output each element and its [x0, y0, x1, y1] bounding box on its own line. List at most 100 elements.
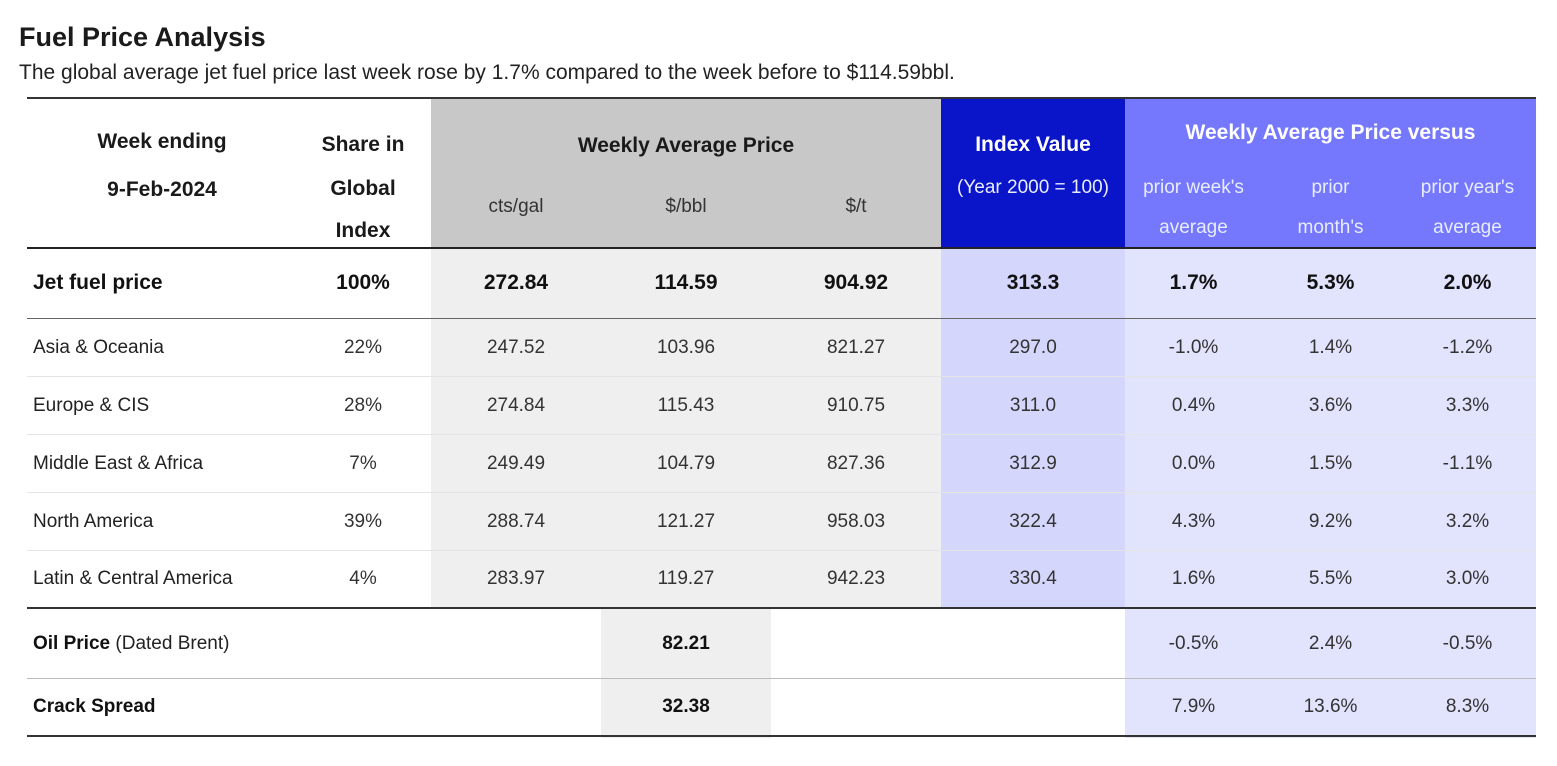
regions-end-rule: [27, 607, 1536, 609]
usd-t-cell: 910.75: [826, 394, 886, 416]
row-divider: [27, 550, 1536, 551]
vs-year-cell: 8.3%: [1445, 696, 1490, 718]
row-label: Middle East & Africa: [33, 452, 204, 474]
top-rule: [27, 97, 1536, 99]
unit-usd-t: $/t: [845, 196, 867, 218]
index-base-note: (Year 2000 = 100): [957, 177, 1109, 199]
vs-month-cell: 3.6%: [1308, 394, 1353, 416]
row-label: Oil Price (Dated Brent): [27, 609, 333, 678]
vs-month-cell: 5.5%: [1308, 568, 1353, 590]
vs-week-cell: 0.0%: [1171, 452, 1216, 474]
vs-month-cell: 1.4%: [1308, 336, 1353, 358]
usd-t-cell: 904.92: [823, 271, 889, 295]
vs-month-cell: 1.5%: [1308, 452, 1353, 474]
usd-t-cell: 821.27: [826, 336, 886, 358]
vs-month-cell: 13.6%: [1303, 696, 1358, 718]
index-cell: 322.4: [1009, 510, 1057, 532]
vs-week-header-line1: prior week's: [1143, 177, 1244, 199]
vs-year-cell: -1.2%: [1442, 336, 1493, 358]
index-body-bg: [941, 248, 1125, 607]
usd-bbl-cell: 103.96: [656, 336, 716, 358]
vs-year-cell: 2.0%: [1443, 271, 1492, 295]
vs-week-cell: -1.0%: [1168, 336, 1219, 358]
row-divider: [27, 492, 1536, 493]
unit-usd-bbl: $/bbl: [665, 196, 707, 218]
vs-year-header-line1: prior year's: [1420, 177, 1515, 199]
row-divider: [27, 434, 1536, 435]
vs-year-cell: 3.3%: [1445, 394, 1490, 416]
cts-gal-cell: 249.49: [486, 452, 546, 474]
vs-week-cell: 1.7%: [1169, 271, 1218, 295]
vs-month-cell: 9.2%: [1308, 510, 1353, 532]
weekly-avg-price-header: Weekly Average Price: [577, 133, 795, 157]
index-cell: 297.0: [1009, 336, 1057, 358]
oil-price-label: Oil Price: [33, 632, 111, 654]
jet-fuel-rule: [27, 318, 1536, 319]
bbl-column-bg-lower: [601, 607, 771, 738]
page-title: Fuel Price Analysis: [19, 22, 266, 52]
vs-week-header-line2: average: [1159, 217, 1228, 239]
vs-week-cell: 7.9%: [1171, 696, 1216, 718]
vs-year-cell: -1.1%: [1442, 452, 1493, 474]
share-cell: 22%: [343, 336, 383, 358]
vs-month-header-line2: month's: [1297, 217, 1364, 239]
usd-bbl-cell: 32.38: [662, 696, 710, 718]
versus-header: Weekly Average Price versus: [1185, 120, 1476, 144]
share-cell: 7%: [349, 452, 377, 474]
row-label: Asia & Oceania: [33, 336, 164, 358]
week-ending-date: 9-Feb-2024: [107, 177, 217, 201]
row-label: Crack Spread: [33, 696, 156, 718]
vs-month-header-line1: prior: [1311, 177, 1350, 199]
usd-t-cell: 827.36: [826, 452, 886, 474]
cts-gal-cell: 283.97: [486, 568, 546, 590]
vs-year-cell: 3.2%: [1445, 510, 1490, 532]
vs-month-cell: 5.3%: [1306, 271, 1355, 295]
index-cell: 311.0: [1009, 394, 1057, 416]
weekly-avg-body-bg: [431, 248, 941, 607]
vs-year-header-line2: average: [1433, 217, 1502, 239]
vs-week-cell: -0.5%: [1168, 632, 1219, 654]
share-header-line3: Index: [335, 218, 391, 242]
cts-gal-cell: 272.84: [483, 271, 549, 295]
usd-bbl-cell: 119.27: [657, 568, 715, 590]
vs-year-cell: 3.0%: [1445, 568, 1490, 590]
usd-t-cell: 942.23: [826, 568, 886, 590]
row-label: Europe & CIS: [33, 394, 150, 416]
versus-body-bg: [1125, 248, 1536, 738]
page-subtitle: The global average jet fuel price last w…: [19, 61, 955, 84]
index-cell: 313.3: [1006, 271, 1060, 295]
week-ending-header: Week ending: [97, 129, 227, 153]
vs-week-cell: 0.4%: [1171, 394, 1216, 416]
cts-gal-cell: 288.74: [486, 510, 546, 532]
unit-cts-gal: cts/gal: [488, 196, 544, 218]
usd-bbl-cell: 121.27: [656, 510, 716, 532]
cts-gal-cell: 247.52: [486, 336, 546, 358]
header-rule: [27, 247, 1536, 249]
weekly-avg-header-bg: [431, 97, 941, 248]
vs-month-cell: 2.4%: [1308, 632, 1353, 654]
row-label: Latin & Central America: [33, 568, 233, 590]
oil-price-note: (Dated Brent): [115, 632, 230, 654]
row-label: Jet fuel price: [33, 271, 163, 295]
usd-bbl-cell: 82.21: [662, 632, 710, 654]
fuel-price-table: Week ending 9-Feb-2024 Share in Global I…: [27, 97, 1536, 738]
bottom-rule: [27, 735, 1536, 737]
usd-t-cell: 958.03: [826, 510, 886, 532]
oil-price-rule: [27, 678, 1536, 679]
usd-bbl-cell: 115.43: [657, 394, 715, 416]
share-cell: 100%: [336, 271, 390, 295]
row-label: North America: [33, 510, 154, 532]
vs-year-cell: -0.5%: [1442, 632, 1493, 654]
cts-gal-cell: 274.84: [486, 394, 546, 416]
share-cell: 28%: [343, 394, 383, 416]
index-value-header: Index Value: [975, 132, 1091, 156]
usd-bbl-cell: 114.59: [654, 271, 718, 295]
index-cell: 330.4: [1009, 568, 1057, 590]
vs-week-cell: 4.3%: [1171, 510, 1216, 532]
share-header-line2: Global: [330, 176, 396, 200]
vs-week-cell: 1.6%: [1171, 568, 1216, 590]
index-header-bg: [941, 97, 1125, 248]
versus-header-bg: [1125, 97, 1536, 248]
share-cell: 4%: [349, 568, 377, 590]
share-header-line1: Share in: [321, 132, 405, 156]
